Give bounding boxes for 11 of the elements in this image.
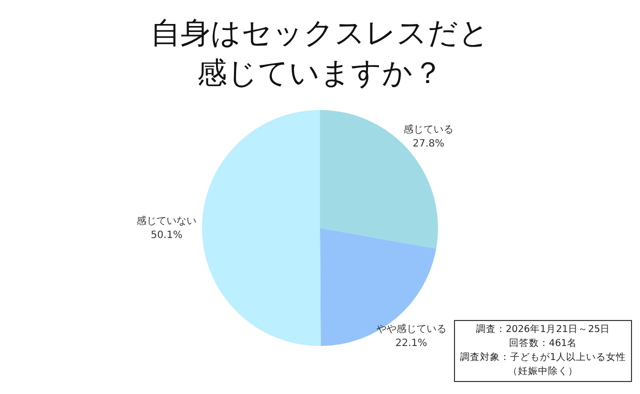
text: 調査対象：子どもが1人以上いる女性 bbox=[460, 351, 626, 365]
text: （妊娠中除く） bbox=[506, 365, 579, 379]
data-label: 27.8% bbox=[412, 138, 444, 150]
text: 回答数：461名 bbox=[508, 337, 578, 351]
slice-label: やや感じている bbox=[376, 322, 446, 335]
data-label: 50.1% bbox=[150, 230, 182, 242]
slice-label: 感じていない bbox=[136, 215, 197, 228]
slice-label: 感じている bbox=[404, 124, 454, 136]
data-label: 22.1% bbox=[395, 338, 428, 349]
chart-title: 自身はセックスレスだと感じていますか？ bbox=[150, 15, 490, 93]
text: 調査：2026年1月21日～25日 bbox=[474, 323, 612, 337]
